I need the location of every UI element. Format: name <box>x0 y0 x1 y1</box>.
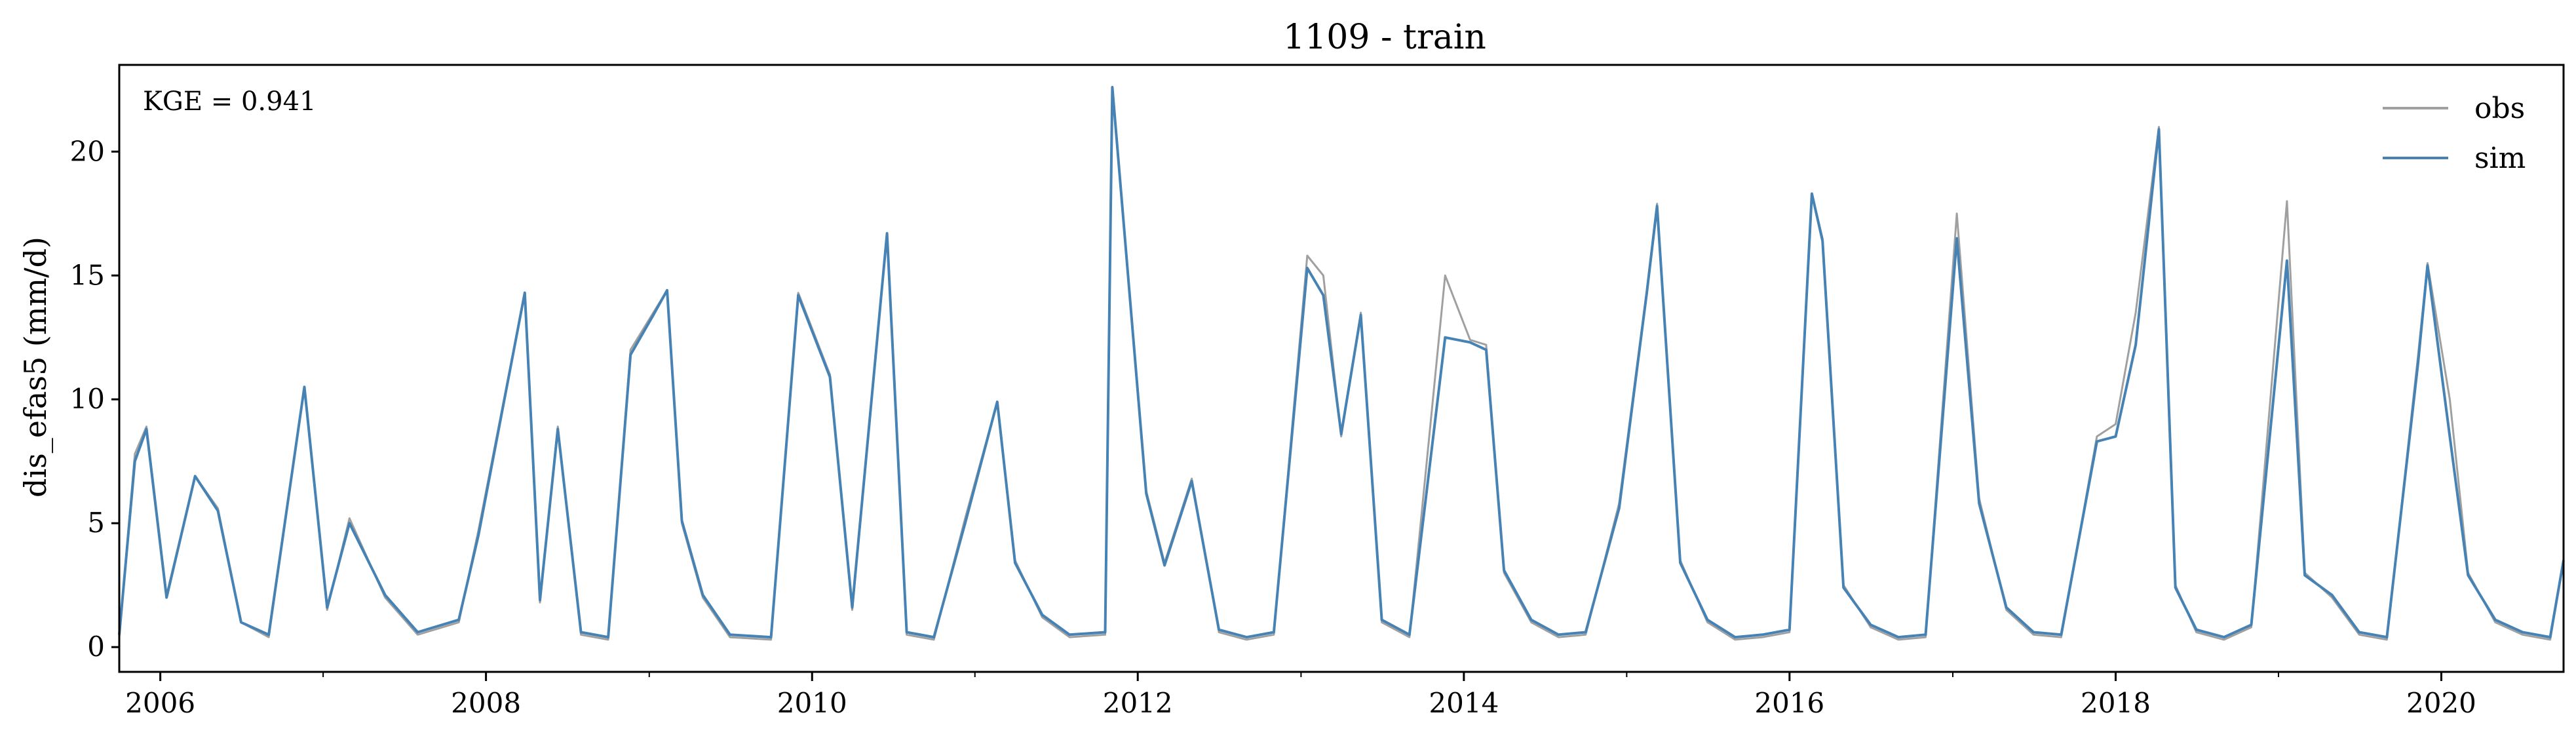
x-tick-label: 2008 <box>451 687 521 719</box>
x-tick-label: 2010 <box>777 687 847 719</box>
x-tick-label: 2006 <box>125 687 195 719</box>
series-line-sim <box>118 86 2565 639</box>
series-layer <box>118 86 2565 641</box>
x-tick-label: 2016 <box>1754 687 1824 719</box>
legend-obs-label: obs <box>2474 92 2525 125</box>
x-tick-label: 2014 <box>1429 687 1499 719</box>
x-tick-label: 2018 <box>2081 687 2151 719</box>
legend-sim-label: sim <box>2474 142 2526 175</box>
plot-frame <box>118 64 2565 673</box>
y-tick-label: 15 <box>70 259 105 291</box>
axis-layer: 0 5 10 15 20 2006 2008 2010 2012 2014 2016 2018 2020 <box>70 135 2476 719</box>
y-tick-label: 5 <box>87 507 105 539</box>
y-tick-label: 10 <box>70 383 105 415</box>
x-tick-label: 2012 <box>1103 687 1173 719</box>
kge-annotation: KGE = 0.941 <box>143 87 317 117</box>
legend: obs sim <box>2383 92 2526 175</box>
y-tick-label: 0 <box>87 631 105 663</box>
x-tick-label: 2020 <box>2406 687 2476 719</box>
y-axis-label: dis_efas5 (mm/d) <box>18 237 53 498</box>
series-line-obs <box>118 86 2565 641</box>
y-tick-label: 20 <box>70 135 105 167</box>
chart-title: 1109 - train <box>1283 18 1486 57</box>
